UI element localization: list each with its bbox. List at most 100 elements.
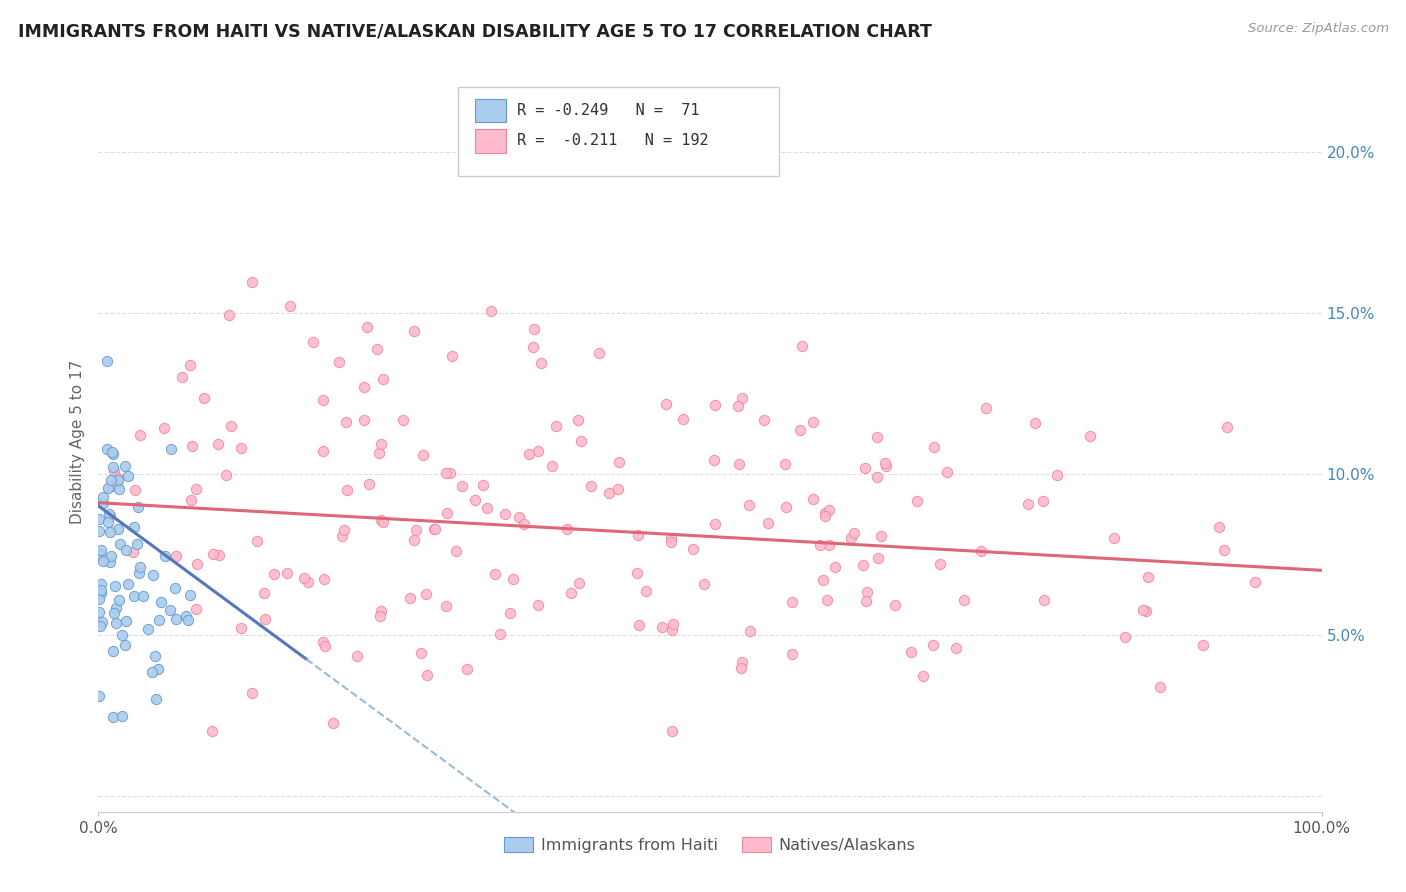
Point bbox=[557, 523, 579, 537]
Point bbox=[905, 494, 928, 508]
Point bbox=[215, 467, 238, 482]
Point bbox=[132, 589, 155, 603]
Point bbox=[245, 533, 267, 548]
Point bbox=[568, 576, 591, 591]
Point bbox=[98, 507, 121, 521]
Point bbox=[484, 567, 506, 582]
Point bbox=[91, 490, 114, 504]
Point bbox=[489, 627, 512, 641]
Legend: Immigrants from Haiti, Natives/Alaskans: Immigrants from Haiti, Natives/Alaskans bbox=[498, 830, 922, 859]
Point bbox=[922, 440, 945, 454]
Point bbox=[811, 574, 834, 588]
Point bbox=[184, 482, 207, 496]
Point bbox=[780, 647, 803, 661]
Point bbox=[672, 412, 695, 426]
Point bbox=[682, 541, 704, 556]
Point bbox=[404, 324, 426, 338]
Point bbox=[366, 343, 388, 357]
Point bbox=[253, 586, 276, 600]
Point bbox=[107, 522, 129, 536]
Point bbox=[160, 442, 183, 457]
Point bbox=[517, 446, 540, 460]
Point bbox=[96, 354, 118, 368]
Point bbox=[1212, 543, 1234, 558]
Point bbox=[626, 566, 648, 580]
Point bbox=[875, 459, 897, 474]
Point bbox=[150, 595, 173, 609]
Point bbox=[1024, 416, 1046, 430]
Point bbox=[588, 345, 610, 359]
Text: IMMIGRANTS FROM HAITI VS NATIVE/ALASKAN DISABILITY AGE 5 TO 17 CORRELATION CHART: IMMIGRANTS FROM HAITI VS NATIVE/ALASKAN … bbox=[18, 22, 932, 40]
Point bbox=[405, 524, 427, 538]
Point bbox=[1216, 420, 1239, 434]
Point bbox=[866, 469, 889, 483]
Point bbox=[922, 638, 945, 652]
Point bbox=[607, 482, 630, 496]
Point bbox=[607, 455, 630, 469]
Point bbox=[202, 547, 225, 561]
Point bbox=[108, 537, 131, 551]
Point bbox=[1132, 602, 1154, 616]
Point bbox=[97, 515, 120, 529]
Point bbox=[727, 399, 749, 413]
Point bbox=[598, 485, 620, 500]
Point bbox=[108, 482, 131, 496]
Point bbox=[456, 662, 478, 676]
Point bbox=[423, 522, 446, 536]
Point bbox=[569, 434, 592, 448]
Point bbox=[122, 589, 145, 603]
Point bbox=[1208, 520, 1230, 534]
Point bbox=[333, 523, 356, 537]
Point bbox=[839, 531, 862, 545]
Point bbox=[101, 709, 124, 723]
Point bbox=[1191, 638, 1213, 652]
Point bbox=[1244, 574, 1267, 589]
Point bbox=[346, 648, 368, 663]
Point bbox=[142, 568, 165, 582]
Point bbox=[412, 448, 434, 462]
Point bbox=[163, 581, 186, 595]
Point bbox=[177, 613, 200, 627]
Point bbox=[439, 467, 461, 481]
Point bbox=[730, 660, 752, 674]
Point bbox=[219, 418, 242, 433]
Point bbox=[353, 413, 375, 427]
Point bbox=[464, 492, 486, 507]
Point bbox=[662, 616, 685, 631]
Point bbox=[176, 608, 198, 623]
Point bbox=[789, 423, 811, 437]
Point bbox=[976, 401, 998, 416]
Point bbox=[801, 416, 824, 430]
Point bbox=[314, 572, 336, 586]
Point bbox=[527, 444, 550, 458]
Point bbox=[703, 453, 725, 467]
Point bbox=[90, 577, 112, 591]
Point bbox=[529, 356, 551, 370]
Point bbox=[141, 665, 163, 680]
Point bbox=[312, 392, 335, 407]
Point bbox=[852, 558, 875, 572]
Point bbox=[756, 516, 779, 530]
Point bbox=[477, 500, 499, 515]
Point bbox=[479, 304, 502, 318]
Point bbox=[146, 662, 169, 676]
Point bbox=[165, 611, 187, 625]
Point bbox=[100, 549, 122, 563]
Point bbox=[634, 584, 657, 599]
Point bbox=[1078, 429, 1101, 443]
Point bbox=[90, 585, 112, 599]
Point bbox=[818, 502, 841, 516]
Point bbox=[856, 585, 879, 599]
Point bbox=[929, 557, 952, 571]
Point bbox=[218, 308, 240, 322]
Point bbox=[1102, 531, 1125, 545]
Point bbox=[541, 458, 564, 473]
Point bbox=[207, 437, 229, 451]
Point bbox=[114, 614, 136, 628]
Point bbox=[186, 557, 208, 571]
Point bbox=[101, 447, 124, 461]
Point bbox=[172, 370, 194, 384]
Point bbox=[1031, 494, 1053, 508]
Point bbox=[730, 655, 752, 669]
Point bbox=[159, 602, 181, 616]
